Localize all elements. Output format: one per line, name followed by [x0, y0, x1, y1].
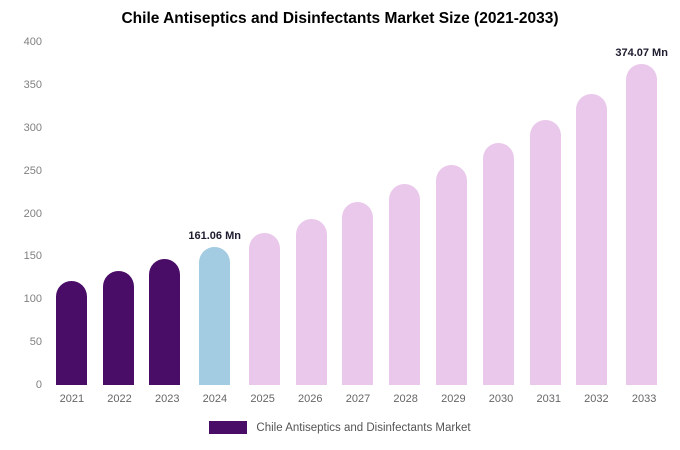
chart-title: Chile Antiseptics and Disinfectants Mark… — [121, 10, 559, 27]
bar-group-2033: 374.07 Mn — [615, 42, 668, 385]
bar-2024[interactable] — [199, 246, 231, 385]
legend-label: Chile Antiseptics and Disinfectants Mark… — [256, 421, 471, 434]
bar-group-2032 — [569, 42, 616, 385]
legend-swatch — [209, 421, 248, 434]
x-tick-label-2033: 2033 — [631, 393, 657, 405]
x-tick-label-2032: 2032 — [584, 393, 609, 405]
x-tick-label-2031: 2031 — [536, 393, 561, 405]
x-tick-label-2028: 2028 — [393, 393, 418, 405]
bar-group-2025 — [241, 42, 288, 385]
bar-group-2021 — [48, 42, 95, 385]
bar-value-label-2024: 161.06 Mn — [188, 229, 241, 242]
bar-group-2029 — [428, 42, 475, 385]
bar-2027[interactable] — [342, 202, 374, 385]
x-tick-label-2025: 2025 — [250, 393, 275, 405]
bar-2022[interactable] — [102, 270, 134, 385]
bar-2026[interactable] — [295, 218, 327, 385]
x-tick-label-2024: 2024 — [202, 393, 228, 405]
y-tick-label: 200 — [23, 207, 42, 220]
y-tick-label: 250 — [23, 164, 42, 177]
x-tick-label-2027: 2027 — [345, 393, 371, 405]
x-tick-label-2030: 2030 — [488, 393, 514, 405]
bar-group-2024: 161.06 Mn — [188, 42, 241, 385]
x-tick-label-2029: 2029 — [441, 393, 466, 405]
bar-group-2022 — [95, 42, 142, 385]
y-tick-label: 0 — [35, 379, 42, 391]
bar-group-2026 — [288, 42, 335, 385]
y-tick-label: 300 — [23, 121, 42, 134]
plot-area: 0 50 100 150 200 250 300 350 400 161.06 Mn 374.07… — [24, 36, 668, 391]
bar-2021[interactable] — [55, 281, 87, 385]
bar-group-2030 — [475, 42, 522, 385]
bar-2029[interactable] — [436, 164, 468, 385]
bar-value-label-2033: 374.07 Mn — [615, 47, 668, 60]
bar-2025[interactable] — [248, 233, 280, 385]
bars: 161.06 Mn 374.07 Mn — [48, 42, 668, 385]
bar-2032[interactable] — [576, 93, 608, 385]
y-tick-label: 350 — [23, 78, 42, 91]
bar-2023[interactable] — [149, 259, 181, 385]
y-tick-label: 150 — [23, 250, 42, 263]
bar-2030[interactable] — [482, 143, 514, 385]
bar-2031[interactable] — [529, 119, 561, 385]
bar-group-2028 — [381, 42, 428, 385]
y-tick-label: 100 — [23, 293, 42, 306]
x-tick-label-2023: 2023 — [154, 393, 180, 405]
y-tick-label: 400 — [23, 36, 42, 48]
x-tick-label-2022: 2022 — [107, 393, 132, 405]
bar-2028[interactable] — [389, 184, 421, 385]
y-tick-label: 50 — [29, 336, 42, 349]
legend: Chile Antiseptics and Disinfectants Mark… — [0, 421, 680, 434]
x-axis: 2021 2022 2023 2024 2025 2026 2027 2028 2029 2030… — [48, 393, 668, 405]
bar-group-2027 — [335, 42, 382, 385]
bar-group-2031 — [522, 42, 569, 385]
bar-2033[interactable] — [626, 64, 658, 385]
x-tick-label-2026: 2026 — [298, 393, 323, 405]
bar-group-2023 — [142, 42, 189, 385]
x-tick-label-2021: 2021 — [59, 393, 85, 405]
